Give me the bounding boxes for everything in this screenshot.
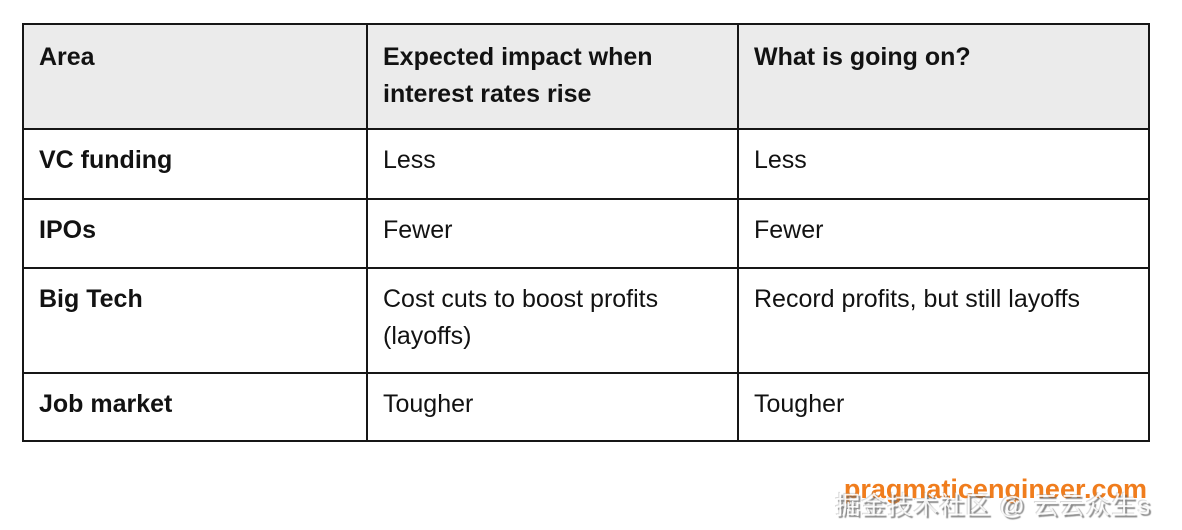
watermark-pragmaticengineer: pragmaticengineer.com [843, 474, 1147, 504]
cell-whats-going-on: Fewer [737, 198, 1150, 269]
header-cell-whats-going-on: What is going on? [737, 23, 1150, 130]
cell-area: Job market [22, 372, 368, 442]
cell-area: IPOs [22, 198, 368, 269]
cell-whats-going-on: Tougher [737, 372, 1150, 442]
cell-expected-impact: Cost cuts to boost profits (layoffs) [366, 267, 739, 374]
table-row-ipos: IPOs Fewer Fewer [22, 198, 1150, 269]
table-row-job-market: Job market Tougher Tougher [22, 372, 1150, 442]
header-cell-area: Area [22, 23, 368, 130]
cell-expected-impact: Fewer [366, 198, 739, 269]
header-row: Area Expected impact when interest rates… [22, 23, 1150, 130]
table-row-big-tech: Big Tech Cost cuts to boost profits (lay… [22, 267, 1150, 374]
table-row-vc-funding: VC funding Less Less [22, 128, 1150, 200]
cell-area: Big Tech [22, 267, 368, 374]
cell-whats-going-on: Less [737, 128, 1150, 200]
watermark-overlay-cn: 掘金技术社区 @ 云云众生s [835, 492, 1151, 520]
cell-expected-impact: Tougher [366, 372, 739, 442]
interest-rates-impact-table: Area Expected impact when interest rates… [22, 23, 1150, 442]
cell-expected-impact: Less [366, 128, 739, 200]
cell-whats-going-on: Record profits, but still layoffs [737, 267, 1150, 374]
cell-area: VC funding [22, 128, 368, 200]
header-cell-expected-impact: Expected impact when interest rates rise [366, 23, 739, 130]
